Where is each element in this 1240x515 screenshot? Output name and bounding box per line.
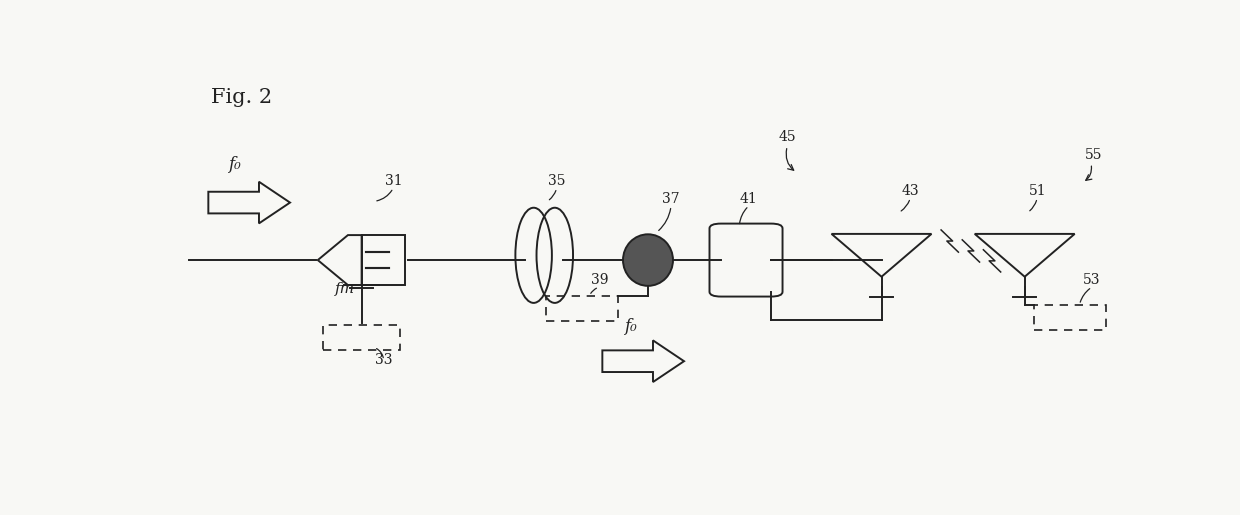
Text: fm: fm [335, 282, 356, 297]
Bar [324, 324, 401, 350]
Text: f₀: f₀ [624, 318, 637, 335]
Text: 37: 37 [662, 192, 680, 205]
Text: f₀: f₀ [228, 156, 241, 173]
Text: 51: 51 [1028, 184, 1047, 198]
Ellipse shape [622, 234, 673, 286]
Text: 53: 53 [1084, 273, 1101, 287]
Text: 43: 43 [901, 184, 919, 198]
Text: 31: 31 [384, 174, 402, 188]
Text: 33: 33 [374, 353, 393, 367]
Bar [1034, 305, 1106, 330]
Text: Fig. 2: Fig. 2 [211, 88, 272, 107]
Text: 35: 35 [548, 174, 565, 188]
Text: 45: 45 [779, 130, 796, 144]
Text: 39: 39 [591, 273, 609, 287]
Bar [546, 296, 618, 321]
Text: 41: 41 [740, 192, 758, 205]
Text: 55: 55 [1085, 148, 1102, 162]
